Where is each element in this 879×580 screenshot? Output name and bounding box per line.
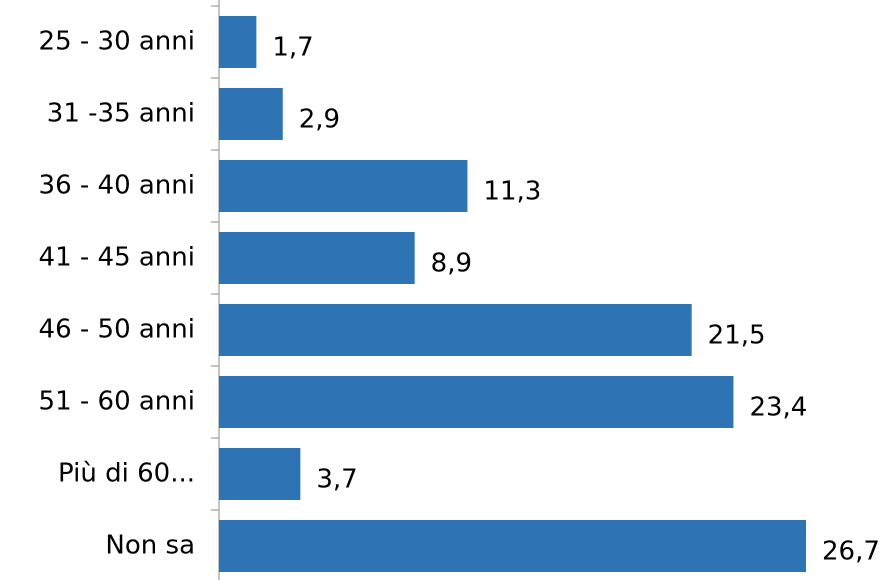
- category-label: 51 - 60 anni: [39, 387, 195, 417]
- value-label: 3,7: [316, 465, 357, 495]
- category-label: 25 - 30 anni: [39, 27, 195, 57]
- bar: [219, 88, 283, 140]
- value-label: 11,3: [483, 177, 541, 207]
- value-label: 2,9: [299, 105, 340, 135]
- category-label: 31 -35 anni: [47, 99, 195, 129]
- category-label: Più di 60...: [58, 459, 195, 489]
- category-label: Non sa: [105, 531, 195, 561]
- bar: [219, 304, 692, 356]
- value-label: 8,9: [431, 249, 472, 279]
- bar: [219, 160, 468, 212]
- bar: [219, 448, 301, 500]
- value-label: 23,4: [749, 393, 807, 423]
- category-label: 36 - 40 anni: [39, 171, 195, 201]
- bar: [219, 232, 415, 284]
- category-label: 41 - 45 anni: [39, 243, 195, 273]
- value-label: 21,5: [708, 321, 766, 351]
- value-label: 1,7: [272, 33, 313, 63]
- value-label: 26,7: [822, 537, 879, 567]
- bar: [219, 376, 734, 428]
- bar: [219, 16, 257, 68]
- bar: [219, 520, 806, 572]
- category-label: 46 - 50 anni: [39, 315, 195, 345]
